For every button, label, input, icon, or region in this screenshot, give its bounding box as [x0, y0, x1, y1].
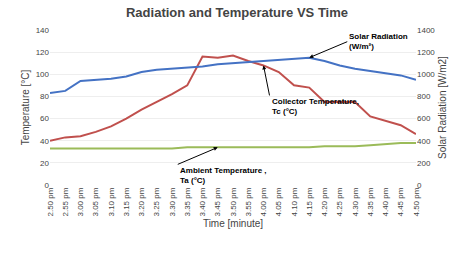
svg-text:4.45 pm: 4.45 pm: [396, 187, 405, 216]
svg-text:3.20 pm: 3.20 pm: [137, 187, 146, 216]
svg-text:Solar Radiation [W/m2]: Solar Radiation [W/m2]: [437, 56, 448, 159]
svg-text:3.00 pm: 3.00 pm: [76, 187, 85, 216]
svg-text:4.00 pm: 4.00 pm: [259, 187, 268, 216]
svg-text:3.35 pm: 3.35 pm: [183, 187, 192, 216]
svg-text:Ambient Temperature ,Ta (°C): Ambient Temperature ,Ta (°C): [180, 166, 267, 185]
svg-text:Solar Radiation(W/m²): Solar Radiation(W/m²): [349, 32, 408, 51]
svg-text:3.10 pm: 3.10 pm: [107, 187, 116, 216]
svg-text:200: 200: [417, 159, 431, 168]
svg-text:140: 140: [36, 26, 50, 35]
svg-text:100: 100: [36, 70, 50, 79]
svg-text:4.35 pm: 4.35 pm: [366, 187, 375, 216]
svg-text:60: 60: [40, 114, 49, 123]
svg-text:3.30 pm: 3.30 pm: [168, 187, 177, 216]
svg-text:800: 800: [417, 92, 431, 101]
svg-text:4.30 pm: 4.30 pm: [351, 187, 360, 216]
svg-text:3.05 pm: 3.05 pm: [91, 187, 100, 216]
svg-text:400: 400: [417, 137, 431, 146]
svg-text:4.20 pm: 4.20 pm: [320, 187, 329, 216]
svg-text:3.55 pm: 3.55 pm: [244, 187, 253, 216]
svg-text:2.50 pm: 2.50 pm: [46, 187, 55, 216]
svg-text:20: 20: [40, 159, 49, 168]
svg-text:Radiation and Temperature VS T: Radiation and Temperature VS Time: [126, 5, 348, 20]
svg-text:Time [minute]: Time [minute]: [203, 218, 263, 229]
svg-text:600: 600: [417, 114, 431, 123]
svg-text:2.55 pm: 2.55 pm: [61, 187, 70, 216]
svg-text:4.25 pm: 4.25 pm: [335, 187, 344, 216]
svg-text:Temperature [°C]: Temperature [°C]: [20, 69, 31, 145]
svg-text:4.15 pm: 4.15 pm: [305, 187, 314, 216]
svg-text:0: 0: [417, 181, 422, 190]
svg-text:3.45 pm: 3.45 pm: [213, 187, 222, 216]
svg-text:4.05 pm: 4.05 pm: [274, 187, 283, 216]
svg-text:40: 40: [40, 137, 49, 146]
svg-text:80: 80: [40, 92, 49, 101]
svg-text:3.15 pm: 3.15 pm: [122, 187, 131, 216]
svg-text:4.40 pm: 4.40 pm: [381, 187, 390, 216]
svg-text:3.25 pm: 3.25 pm: [152, 187, 161, 216]
svg-text:120: 120: [36, 48, 50, 57]
svg-text:3.50 pm: 3.50 pm: [229, 187, 238, 216]
svg-text:3.40 pm: 3.40 pm: [198, 187, 207, 216]
svg-text:Collector Temperature,Tc (°C): Collector Temperature,Tc (°C): [272, 97, 359, 116]
svg-text:0: 0: [45, 181, 50, 190]
svg-text:1200: 1200: [417, 48, 435, 57]
svg-text:1400: 1400: [417, 26, 435, 35]
svg-text:1000: 1000: [417, 70, 435, 79]
svg-text:4.50 pm: 4.50 pm: [412, 187, 421, 216]
svg-text:4.10 pm: 4.10 pm: [290, 187, 299, 216]
